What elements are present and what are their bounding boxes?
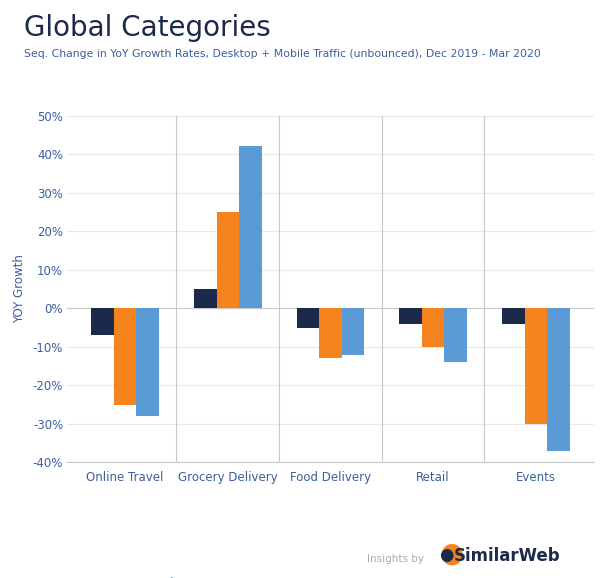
Text: Insights by: Insights by (367, 554, 424, 564)
Bar (91, 308, 114, 335)
Bar (399, 308, 422, 324)
Y-axis label: YOY Growth: YOY Growth (13, 254, 26, 324)
Text: ●: ● (439, 546, 454, 564)
Bar (217, 212, 239, 308)
Bar (239, 146, 262, 308)
Bar (547, 308, 570, 451)
Bar (502, 308, 524, 324)
Bar (341, 308, 364, 354)
Bar (319, 308, 341, 358)
Bar (444, 308, 467, 362)
Text: Global Categories: Global Categories (24, 14, 271, 42)
Text: Seq. Change in YoY Growth Rates, Desktop + Mobile Traffic (unbounced), Dec 2019 : Seq. Change in YoY Growth Rates, Desktop… (24, 49, 542, 59)
Bar (194, 289, 217, 308)
Text: SimilarWeb: SimilarWeb (454, 547, 561, 565)
Legend: Feb vs Jan, 1H Mar vs Jan, WE Mar-14 vs Jan: Feb vs Jan, 1H Mar vs Jan, WE Mar-14 vs … (124, 573, 485, 578)
Bar (422, 308, 444, 347)
Bar (114, 308, 136, 405)
Bar (136, 308, 159, 416)
Text: ●: ● (439, 540, 464, 568)
Bar (524, 308, 547, 424)
Bar (297, 308, 319, 328)
